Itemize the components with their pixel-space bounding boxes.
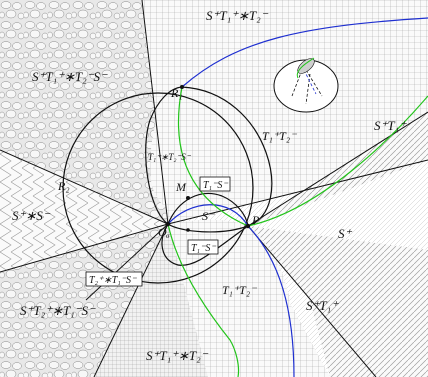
region-label-top: S⁺T₁⁺∗T₂⁻ bbox=[206, 8, 269, 23]
box-upper-frame bbox=[199, 176, 231, 192]
region-label-upper-left: S⁺T₁⁺∗T₂⁻S⁻ bbox=[32, 69, 108, 84]
label-R2: R₂ bbox=[57, 179, 70, 193]
line-lower-arc bbox=[85, 223, 169, 301]
region-label-lower-lens: T₁⁺T₂⁻ bbox=[222, 283, 258, 297]
region-left bbox=[0, 150, 168, 272]
circle-arcs bbox=[62, 86, 273, 284]
label-M: M bbox=[175, 180, 187, 194]
point-P bbox=[245, 223, 251, 229]
region-label-center: S⁻ bbox=[202, 209, 216, 223]
inset-dashed-lines bbox=[291, 69, 323, 105]
green-curve-right bbox=[247, 95, 428, 227]
blue-curve-bottom bbox=[247, 225, 295, 377]
point-M bbox=[186, 196, 190, 200]
point-R1 bbox=[180, 85, 184, 89]
inset-blue-dash bbox=[303, 69, 317, 95]
blue-curve-top bbox=[181, 17, 428, 88]
arc-M bbox=[167, 192, 249, 227]
line-right-lower bbox=[247, 225, 377, 377]
label-R1: R₁ bbox=[170, 86, 183, 100]
box-upper-label: T₁⁻S⁻ bbox=[203, 180, 228, 191]
line-top bbox=[141, 0, 169, 225]
green-curves bbox=[167, 86, 428, 377]
box-lower-label: T₁⁻S⁻ bbox=[191, 243, 216, 254]
line-right bbox=[167, 159, 428, 225]
box-left-label: T₂⁺∗T₁⁻S⁻ bbox=[89, 275, 137, 286]
box-left-frame bbox=[85, 271, 143, 287]
point-O bbox=[165, 221, 171, 227]
region-bottom bbox=[94, 224, 208, 377]
region-label-lower-left: S⁺T₂⁺∗T₁⁻S⁻ bbox=[20, 303, 96, 318]
blue-curves bbox=[167, 17, 428, 377]
label-O: O bbox=[158, 225, 167, 239]
green-curve-left bbox=[177, 86, 249, 227]
region-label-left: S⁺∗S⁻ bbox=[12, 208, 51, 223]
points bbox=[165, 85, 251, 232]
inset-green-arc bbox=[296, 57, 315, 79]
line-left-upper bbox=[0, 149, 169, 225]
circle-R1 bbox=[145, 86, 273, 233]
region-lower-lens bbox=[168, 219, 294, 377]
region-label-right-upper: S⁺T₁⁺ bbox=[374, 118, 407, 133]
region-label-right: S⁺ bbox=[338, 226, 353, 241]
box-lower-frame bbox=[187, 239, 219, 255]
line-right-upper bbox=[247, 111, 428, 227]
blue-curve-inner bbox=[167, 204, 249, 227]
arc-lower bbox=[161, 223, 249, 266]
inset-diagram bbox=[273, 57, 339, 113]
label-O-sub: σ bbox=[166, 232, 170, 240]
line-bottom bbox=[93, 223, 169, 377]
circle-R2 bbox=[62, 92, 254, 284]
label-P: P bbox=[251, 213, 260, 227]
region-label-lower-right: S⁺T₁⁺ bbox=[306, 298, 339, 313]
region-label-inner-upper: T₁⁺∗T₂⁻S⁻ bbox=[148, 152, 192, 162]
region-label-right-upper-lens: T₁⁺T₂⁻ bbox=[262, 129, 298, 143]
green-curve-bottom bbox=[167, 223, 240, 377]
region-label-bottom: S⁺T₁⁺∗T₂⁻ bbox=[146, 348, 209, 363]
region-lower-right bbox=[248, 226, 428, 377]
point-box-lower bbox=[186, 228, 190, 232]
